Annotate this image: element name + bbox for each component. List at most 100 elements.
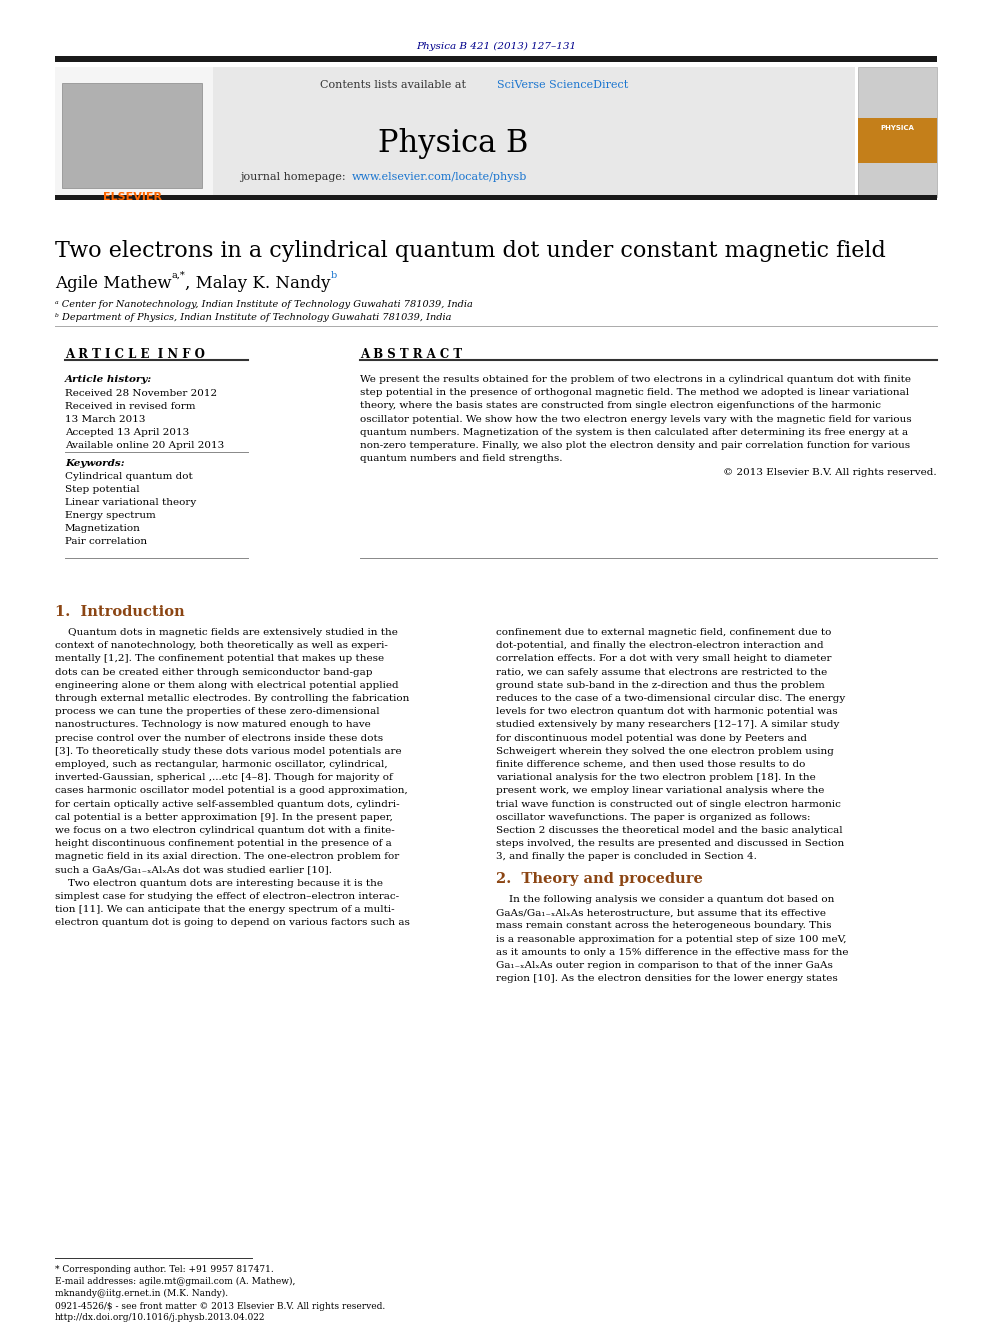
Text: region [10]. As the electron densities for the lower energy states: region [10]. As the electron densities f…	[496, 974, 838, 983]
Text: variational analysis for the two electron problem [18]. In the: variational analysis for the two electro…	[496, 773, 815, 782]
Text: a,*: a,*	[172, 271, 186, 280]
Text: SciVerse ScienceDirect: SciVerse ScienceDirect	[497, 79, 628, 90]
Text: inverted-Gaussian, spherical ,...etc [4–8]. Though for majority of: inverted-Gaussian, spherical ,...etc [4–…	[55, 773, 393, 782]
Text: http://dx.doi.org/10.1016/j.physb.2013.04.022: http://dx.doi.org/10.1016/j.physb.2013.0…	[55, 1312, 266, 1322]
Text: Schweigert wherein they solved the one electron problem using: Schweigert wherein they solved the one e…	[496, 746, 834, 755]
Text: Two electron quantum dots are interesting because it is the: Two electron quantum dots are interestin…	[55, 878, 383, 888]
Text: b: b	[331, 271, 337, 280]
Text: 1.  Introduction: 1. Introduction	[55, 605, 185, 619]
Text: for discontinuous model potential was done by Peeters and: for discontinuous model potential was do…	[496, 733, 807, 742]
Text: trial wave function is constructed out of single electron harmonic: trial wave function is constructed out o…	[496, 799, 841, 808]
Text: Physica B: Physica B	[378, 128, 528, 159]
Text: journal homepage:: journal homepage:	[240, 172, 349, 183]
Text: Received in revised form: Received in revised form	[65, 402, 195, 411]
Text: Energy spectrum: Energy spectrum	[65, 511, 156, 520]
Text: non-zero temperature. Finally, we also plot the electron density and pair correl: non-zero temperature. Finally, we also p…	[360, 441, 910, 450]
Text: employed, such as rectangular, harmonic oscillator, cylindrical,: employed, such as rectangular, harmonic …	[55, 759, 388, 769]
Text: Cylindrical quantum dot: Cylindrical quantum dot	[65, 472, 192, 482]
Text: we focus on a two electron cylindrical quantum dot with a finite-: we focus on a two electron cylindrical q…	[55, 826, 395, 835]
Text: cases harmonic oscillator model potential is a good approximation,: cases harmonic oscillator model potentia…	[55, 786, 408, 795]
Text: such a GaAs/Ga₁₋ₓAlₓAs dot was studied earlier [10].: such a GaAs/Ga₁₋ₓAlₓAs dot was studied e…	[55, 865, 332, 875]
Text: confinement due to external magnetic field, confinement due to: confinement due to external magnetic fie…	[496, 628, 831, 636]
Text: ᵃ Center for Nanotechnology, Indian Institute of Technology Guwahati 781039, Ind: ᵃ Center for Nanotechnology, Indian Inst…	[55, 300, 473, 310]
Text: oscillator potential. We show how the two electron energy levels vary with the m: oscillator potential. We show how the tw…	[360, 414, 912, 423]
Text: ᵇ Department of Physics, Indian Institute of Technology Guwahati 781039, India: ᵇ Department of Physics, Indian Institut…	[55, 314, 451, 321]
Text: magnetic field in its axial direction. The one-electron problem for: magnetic field in its axial direction. T…	[55, 852, 399, 861]
Text: for certain optically active self-assembled quantum dots, cylindri-: for certain optically active self-assemb…	[55, 799, 400, 808]
Text: as it amounts to only a 15% difference in the effective mass for the: as it amounts to only a 15% difference i…	[496, 947, 848, 957]
Bar	[62, 83, 202, 188]
Text: Ga₁₋ₓAlₓAs outer region in comparison to that of the inner GaAs: Ga₁₋ₓAlₓAs outer region in comparison to…	[496, 960, 833, 970]
Text: nanostructures. Technology is now matured enough to have: nanostructures. Technology is now mature…	[55, 721, 371, 729]
Bar	[858, 118, 937, 163]
Text: Agile Mathew: Agile Mathew	[55, 275, 172, 292]
Text: Two electrons in a cylindrical quantum dot under constant magnetic field: Two electrons in a cylindrical quantum d…	[55, 239, 886, 262]
Text: ground state sub-band in the z-direction and thus the problem: ground state sub-band in the z-direction…	[496, 681, 824, 689]
Text: tion [11]. We can anticipate that the energy spectrum of a multi-: tion [11]. We can anticipate that the en…	[55, 905, 395, 914]
Text: 13 March 2013: 13 March 2013	[65, 415, 146, 423]
Text: Accepted 13 April 2013: Accepted 13 April 2013	[65, 429, 189, 437]
Text: Keywords:: Keywords:	[65, 459, 125, 468]
Text: studied extensively by many researchers [12–17]. A similar study: studied extensively by many researchers …	[496, 721, 839, 729]
Text: PHYSICA: PHYSICA	[880, 124, 914, 131]
Text: , Malay K. Nandy: , Malay K. Nandy	[185, 275, 330, 292]
Text: mass remain constant across the heterogeneous boundary. This: mass remain constant across the heteroge…	[496, 921, 831, 930]
Text: step potential in the presence of orthogonal magnetic field. The method we adopt: step potential in the presence of orthog…	[360, 388, 909, 397]
Text: quantum numbers. Magnetization of the system is then calculated after determinin: quantum numbers. Magnetization of the sy…	[360, 427, 908, 437]
Text: Article history:: Article history:	[65, 374, 152, 384]
Text: oscillator wavefunctions. The paper is organized as follows:: oscillator wavefunctions. The paper is o…	[496, 812, 810, 822]
Text: is a reasonable approximation for a potential step of size 100 meV,: is a reasonable approximation for a pote…	[496, 934, 846, 943]
Text: present work, we employ linear variational analysis where the: present work, we employ linear variation…	[496, 786, 824, 795]
Text: finite difference scheme, and then used those results to do: finite difference scheme, and then used …	[496, 759, 806, 769]
Text: Contents lists available at: Contents lists available at	[320, 79, 469, 90]
Text: © 2013 Elsevier B.V. All rights reserved.: © 2013 Elsevier B.V. All rights reserved…	[723, 468, 937, 478]
Text: A R T I C L E  I N F O: A R T I C L E I N F O	[65, 348, 205, 361]
Text: Linear variational theory: Linear variational theory	[65, 497, 196, 507]
Text: simplest case for studying the effect of electron–electron interac-: simplest case for studying the effect of…	[55, 892, 399, 901]
Text: through external metallic electrodes. By controlling the fabrication: through external metallic electrodes. By…	[55, 695, 410, 703]
Text: In the following analysis we consider a quantum dot based on: In the following analysis we consider a …	[496, 894, 834, 904]
Text: 3, and finally the paper is concluded in Section 4.: 3, and finally the paper is concluded in…	[496, 852, 757, 861]
Text: dot-potential, and finally the electron-electron interaction and: dot-potential, and finally the electron-…	[496, 642, 823, 650]
Text: mknandy@iitg.ernet.in (M.K. Nandy).: mknandy@iitg.ernet.in (M.K. Nandy).	[55, 1289, 228, 1298]
Text: mentally [1,2]. The confinement potential that makes up these: mentally [1,2]. The confinement potentia…	[55, 655, 384, 663]
Text: E-mail addresses: agile.mt@gmail.com (A. Mathew),: E-mail addresses: agile.mt@gmail.com (A.…	[55, 1277, 296, 1286]
Bar	[858, 67, 937, 197]
Text: Quantum dots in magnetic fields are extensively studied in the: Quantum dots in magnetic fields are exte…	[55, 628, 398, 636]
Text: A B S T R A C T: A B S T R A C T	[360, 348, 462, 361]
Text: correlation effects. For a dot with very small height to diameter: correlation effects. For a dot with very…	[496, 655, 831, 663]
Text: levels for two electron quantum dot with harmonic potential was: levels for two electron quantum dot with…	[496, 708, 837, 716]
Text: Section 2 discusses the theoretical model and the basic analytical: Section 2 discusses the theoretical mode…	[496, 826, 842, 835]
Text: cal potential is a better approximation [9]. In the present paper,: cal potential is a better approximation …	[55, 812, 393, 822]
Text: reduces to the case of a two-dimensional circular disc. The energy: reduces to the case of a two-dimensional…	[496, 695, 845, 703]
Text: height discontinuous confinement potential in the presence of a: height discontinuous confinement potenti…	[55, 839, 392, 848]
Text: Magnetization: Magnetization	[65, 524, 141, 533]
Text: Step potential: Step potential	[65, 486, 140, 493]
Text: Received 28 November 2012: Received 28 November 2012	[65, 389, 217, 398]
Text: [3]. To theoretically study these dots various model potentials are: [3]. To theoretically study these dots v…	[55, 746, 402, 755]
Text: Physica B 421 (2013) 127–131: Physica B 421 (2013) 127–131	[416, 42, 576, 52]
Text: precise control over the number of electrons inside these dots: precise control over the number of elect…	[55, 733, 383, 742]
Text: dots can be created either through semiconductor band-gap: dots can be created either through semic…	[55, 668, 373, 676]
Text: 2.  Theory and procedure: 2. Theory and procedure	[496, 872, 703, 886]
Bar	[55, 67, 213, 197]
Text: electron quantum dot is going to depend on various factors such as: electron quantum dot is going to depend …	[55, 918, 410, 927]
Text: ELSEVIER: ELSEVIER	[103, 192, 163, 202]
Text: Available online 20 April 2013: Available online 20 April 2013	[65, 441, 224, 450]
Text: Pair correlation: Pair correlation	[65, 537, 147, 546]
Text: theory, where the basis states are constructed from single electron eigenfunctio: theory, where the basis states are const…	[360, 401, 881, 410]
Text: * Corresponding author. Tel: +91 9957 817471.: * Corresponding author. Tel: +91 9957 81…	[55, 1265, 274, 1274]
Text: ratio, we can safely assume that electrons are restricted to the: ratio, we can safely assume that electro…	[496, 668, 827, 676]
Text: process we can tune the properties of these zero-dimensional: process we can tune the properties of th…	[55, 708, 380, 716]
Bar	[55, 67, 855, 197]
Text: We present the results obtained for the problem of two electrons in a cylindrica: We present the results obtained for the …	[360, 374, 911, 384]
Text: quantum numbers and field strengths.: quantum numbers and field strengths.	[360, 454, 562, 463]
Text: steps involved, the results are presented and discussed in Section: steps involved, the results are presente…	[496, 839, 844, 848]
Bar	[55, 194, 937, 200]
Text: engineering alone or them along with electrical potential applied: engineering alone or them along with ele…	[55, 681, 399, 689]
Text: context of nanotechnology, both theoretically as well as experi-: context of nanotechnology, both theoreti…	[55, 642, 388, 650]
Bar	[55, 56, 937, 62]
Text: www.elsevier.com/locate/physb: www.elsevier.com/locate/physb	[352, 172, 528, 183]
Text: GaAs/Ga₁₋ₓAlₓAs heterostructure, but assume that its effective: GaAs/Ga₁₋ₓAlₓAs heterostructure, but ass…	[496, 908, 826, 917]
Text: 0921-4526/$ - see front matter © 2013 Elsevier B.V. All rights reserved.: 0921-4526/$ - see front matter © 2013 El…	[55, 1302, 385, 1311]
